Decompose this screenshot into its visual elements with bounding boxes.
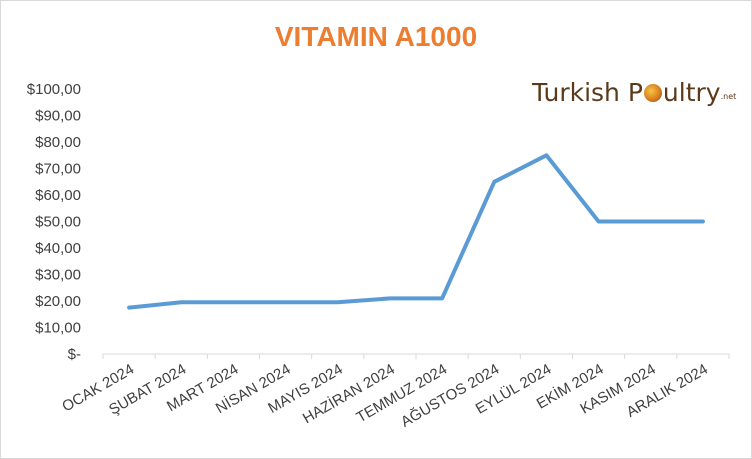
y-tick-label: $100,00 [27, 81, 81, 98]
y-tick-label: $10,00 [35, 320, 81, 337]
logo-tld: .net [720, 92, 737, 101]
y-tick-label: $30,00 [35, 267, 81, 284]
series-line [127, 153, 705, 310]
y-tick-label: $60,00 [35, 187, 81, 204]
logo-text-end: ultry [662, 78, 721, 107]
logo-egg-icon [643, 84, 662, 102]
y-tick-label: $90,00 [35, 108, 81, 125]
logo-text-start: Turkish P [532, 78, 643, 107]
y-tick-label: $20,00 [35, 293, 81, 310]
y-tick-label: $- [68, 346, 81, 363]
y-tick-label: $40,00 [35, 240, 81, 257]
turkish-poultry-logo: Turkish P ultry.net [532, 78, 736, 114]
y-tick-label: $70,00 [35, 161, 81, 178]
y-tick-label: $50,00 [35, 214, 81, 231]
y-tick-label: $80,00 [35, 134, 81, 151]
chart-title: VITAMIN A1000 [274, 21, 478, 52]
